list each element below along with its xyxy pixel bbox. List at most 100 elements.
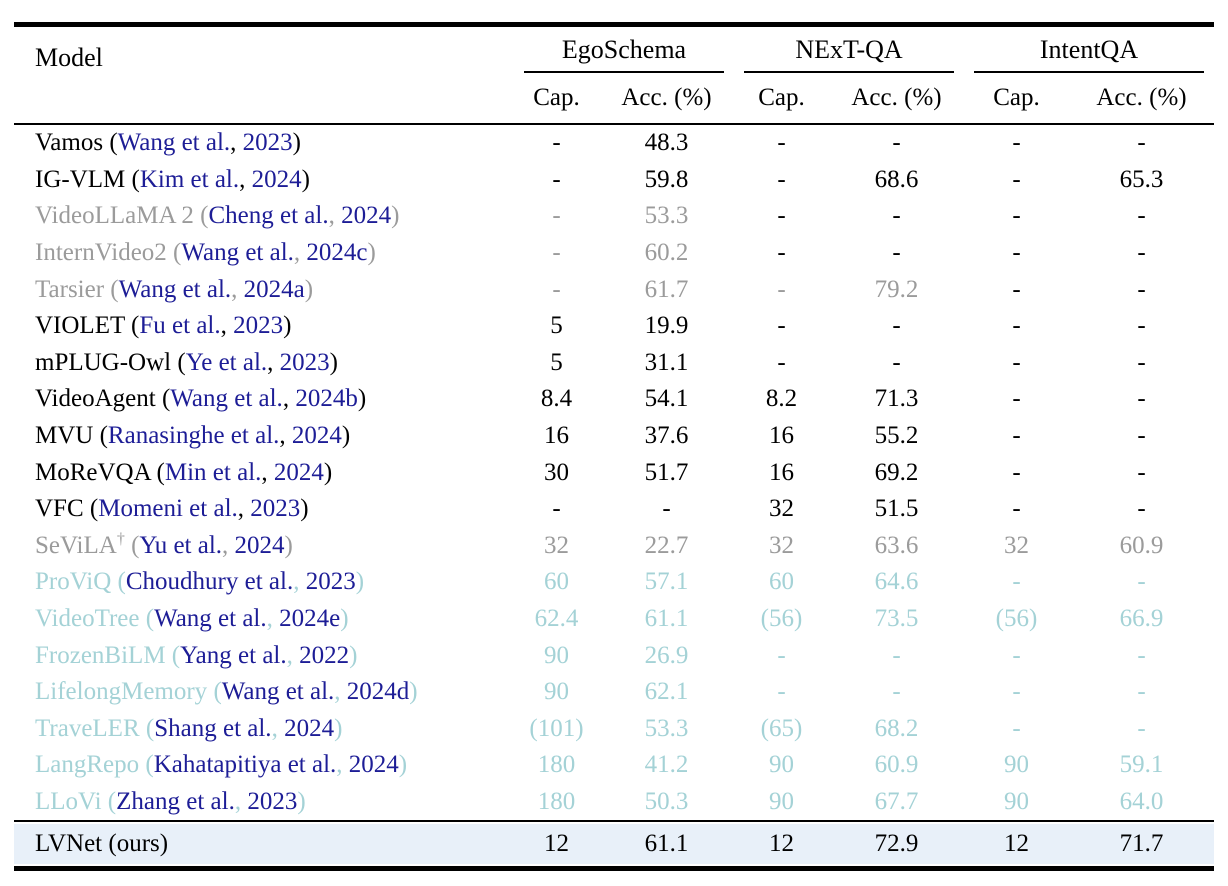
acc-value: 55.2 [874, 422, 919, 450]
citation-comma: , [279, 422, 292, 450]
model-name: TraveLER [35, 714, 140, 742]
acc-value: - [1137, 641, 1146, 669]
citation-year-link[interactable]: 2024a [243, 275, 305, 303]
citation-close-paren: ) [391, 202, 400, 230]
table-row: MVU (Ranasinghe et al., 2024) 16 37.6 16 55.… [14, 418, 1214, 455]
acc-value: 53.3 [644, 202, 689, 230]
model-cell: MoReVQA (Min et al., 2024) [14, 459, 514, 487]
acc-value: - [892, 239, 901, 267]
group-header-egoschema: EgoSchema [514, 27, 734, 73]
citation-open-paren: ( [124, 312, 140, 340]
citation-year-link[interactable]: 2023 [250, 495, 301, 523]
citation-authors-link[interactable]: Wang et al. [170, 385, 283, 413]
acc-value: - [892, 641, 901, 669]
acc-value: 50.3 [644, 787, 689, 815]
ours-label: (ours) [102, 830, 169, 858]
citation-year-link[interactable]: 2023 [233, 312, 284, 340]
citation-authors-link[interactable]: Yang et al. [180, 641, 287, 669]
cap-value: 60 [769, 568, 794, 596]
cap-value: 60 [544, 568, 569, 596]
cap-value: - [777, 275, 786, 303]
acc-value: 41.2 [644, 751, 689, 779]
citation-open-paren: ( [139, 605, 155, 633]
citation-authors-link[interactable]: Min et al. [164, 458, 262, 486]
citation-year-link[interactable]: 2023 [247, 787, 298, 815]
cap-value: 12 [769, 830, 794, 858]
citation-close-paren: ) [340, 605, 349, 633]
citation-year-link[interactable]: 2024 [273, 458, 324, 486]
citation-year-link[interactable]: 2024e [279, 605, 341, 633]
cap-value: - [777, 129, 786, 157]
model-name: Vamos [35, 129, 104, 157]
cap-value: - [552, 495, 561, 523]
citation-year-link[interactable]: 2024d [346, 678, 410, 706]
table-body: Vamos (Wang et al., 2023) -48.3- - - - IG-VLM… [14, 125, 1214, 820]
acc-value: - [1137, 714, 1146, 742]
acc-value: 64.0 [1119, 787, 1164, 815]
citation-year-link[interactable]: 2024 [251, 165, 302, 193]
citation-close-paren: ) [297, 787, 306, 815]
citation-year-link[interactable]: 2024 [291, 422, 342, 450]
citation-authors-link[interactable]: Cheng et al. [208, 202, 329, 230]
acc-value: 59.8 [644, 165, 689, 193]
cap-value: - [552, 275, 561, 303]
citation-authors-link[interactable]: Zhang et al. [116, 787, 235, 815]
citation-authors-link[interactable]: Wang et al. [154, 605, 267, 633]
citation-authors-link[interactable]: Shang et al. [154, 714, 272, 742]
citation-close-paren: ) [334, 714, 343, 742]
citation-authors-link[interactable]: Fu et al. [139, 312, 221, 340]
citation-open-paren: ( [104, 275, 119, 303]
table-row: MoReVQA (Min et al., 2024) 30 51.7 16 69.2 - - [14, 454, 1214, 491]
citation-open-paren: ( [111, 568, 126, 596]
citation-authors-link[interactable]: Wang et al. [118, 275, 232, 303]
citation-authors-link[interactable]: Yu et al. [139, 531, 223, 559]
acc-value: - [1137, 385, 1146, 413]
model-name: LifelongMemory [35, 678, 208, 706]
citation-comma: , [286, 641, 300, 669]
citation-year-link[interactable]: 2024 [234, 531, 285, 559]
model-cell: InternVideo2 (Wang et al., 2024c) [14, 239, 514, 267]
citation-year-link[interactable]: 2023 [242, 129, 293, 157]
citation-year-link[interactable]: 2024 [341, 202, 392, 230]
group-header-nextqa: NExT-QA [734, 27, 964, 73]
cap-value: - [1012, 678, 1021, 706]
citation-close-paren: ) [341, 422, 351, 450]
acc-value: 61.1 [644, 605, 689, 633]
acc-value: 57.1 [644, 568, 689, 596]
citation-close-paren: ) [355, 568, 365, 596]
citation-year-link[interactable]: 2024 [348, 751, 399, 779]
acc-value: 64.6 [874, 568, 919, 596]
citation-year-link[interactable]: 2024c [306, 239, 368, 267]
table-row: FrozenBiLM (Yang et al., 2022) 90 26.9 - - - - [14, 637, 1214, 674]
cap-value: 62.4 [534, 605, 579, 633]
citation-authors-link[interactable]: Choudhury et al. [125, 568, 294, 596]
citation-authors-link[interactable]: Kahatapitiya et al. [153, 751, 337, 779]
cap-value: 90 [1004, 787, 1029, 815]
citation-authors-link[interactable]: Ye et al. [185, 348, 268, 376]
model-name: VideoLLaMA 2 [35, 202, 194, 230]
citation-authors-link[interactable]: Wang et al. [117, 129, 231, 157]
citation-authors-link[interactable]: Ranasinghe et al. [107, 422, 280, 450]
model-name: IG-VLM [35, 165, 126, 193]
citation-year-link[interactable]: 2024 [284, 714, 335, 742]
citation-authors-link[interactable]: Wang et al. [181, 239, 294, 267]
acc-value: 63.6 [874, 531, 919, 559]
citation-year-link[interactable]: 2024b [295, 385, 358, 413]
cap-value: - [1012, 348, 1021, 376]
citation-year-link[interactable]: 2022 [299, 641, 350, 669]
table-row: VideoAgent (Wang et al., 2024b) 8.4 54.1 8.… [14, 381, 1214, 418]
citation-comma: , [261, 458, 274, 486]
group-label: EgoSchema [561, 35, 687, 64]
citation-authors-link[interactable]: Kim et al. [139, 165, 240, 193]
citation-authors-link[interactable]: Wang et al. [221, 678, 335, 706]
citation-open-paren: ( [166, 239, 182, 267]
citation-open-paren: ( [124, 531, 140, 559]
citation-year-link[interactable]: 2023 [279, 348, 330, 376]
model-name: VFC [35, 495, 84, 523]
acc-value: 69.2 [874, 458, 919, 486]
citation-authors-link[interactable]: Momeni et al. [98, 495, 238, 523]
citation-year-link[interactable]: 2023 [305, 568, 356, 596]
dagger-mark: † [116, 530, 125, 548]
cap-value: - [552, 202, 561, 230]
acc-value: - [1137, 678, 1146, 706]
